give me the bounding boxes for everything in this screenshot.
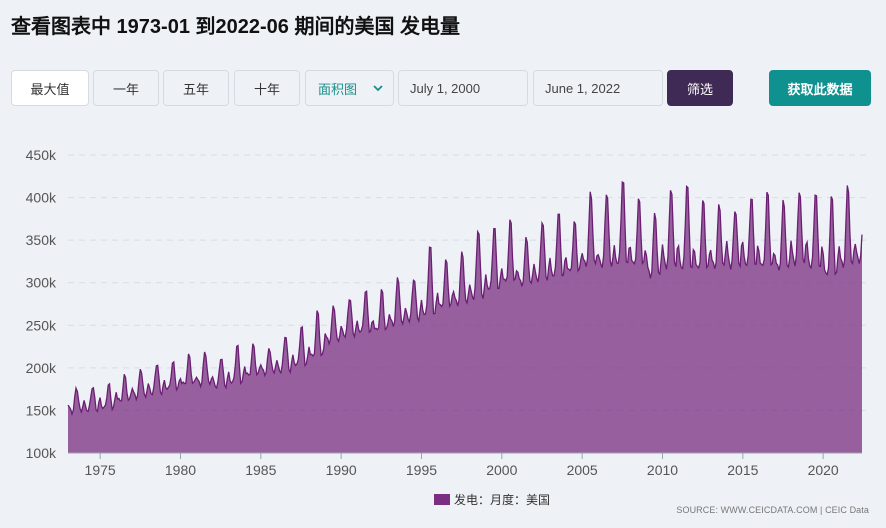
x-tick-label: 2005: [567, 462, 598, 478]
area-chart: 100k 150k 200k 250k 300k 350k 400k 450k 1975 198…: [26, 147, 866, 478]
start-date-input[interactable]: July 1, 2000: [398, 70, 528, 106]
y-axis: 100k 150k 200k 250k 300k 350k 400k 450k: [26, 147, 57, 461]
x-tick-label: 1980: [165, 462, 196, 478]
y-tick-label: 300k: [26, 275, 57, 291]
five-year-button[interactable]: 五年: [163, 70, 229, 106]
series-line: [67, 180, 863, 417]
x-tick-label: 1985: [245, 462, 276, 478]
x-tick-label: 2010: [647, 462, 678, 478]
y-tick-label: 250k: [26, 317, 57, 333]
chart-type-value: 面积图: [318, 81, 358, 97]
x-tick-label: 2000: [486, 462, 517, 478]
chevron-down-icon: [373, 85, 383, 92]
x-tick-label: 1990: [326, 462, 357, 478]
x-axis: 1975 1980 1985 1990 1995 2000 2005 2010 2015 2020: [68, 452, 862, 478]
y-tick-label: 200k: [26, 360, 57, 376]
y-tick-label: 100k: [26, 445, 57, 461]
x-tick-label: 1995: [406, 462, 437, 478]
x-tick-label: 2020: [808, 462, 839, 478]
legend-swatch: [434, 494, 450, 505]
x-tick-label: 1975: [85, 462, 116, 478]
series-area: [68, 182, 862, 453]
max-range-button[interactable]: 最大值: [11, 70, 89, 106]
legend[interactable]: 发电：月度：美国: [434, 491, 550, 508]
end-date-input[interactable]: June 1, 2022: [533, 70, 663, 106]
chart-type-select[interactable]: 面积图: [305, 70, 394, 106]
y-tick-label: 350k: [26, 232, 57, 248]
y-tick-label: 150k: [26, 402, 57, 418]
ten-year-button[interactable]: 十年: [234, 70, 300, 106]
one-year-button[interactable]: 一年: [93, 70, 159, 106]
y-tick-label: 450k: [26, 147, 57, 163]
source-credit: SOURCE: WWW.CEICDATA.COM | CEIC Data: [676, 505, 869, 515]
page-title: 查看图表中 1973-01 到2022-06 期间的美国 发电量: [11, 16, 461, 38]
y-tick-label: 400k: [26, 190, 57, 206]
legend-label: 发电：月度：美国: [454, 493, 551, 507]
x-tick-label: 2015: [727, 462, 758, 478]
get-data-button[interactable]: 获取此数据: [769, 70, 871, 106]
filter-button[interactable]: 筛选: [667, 70, 733, 106]
